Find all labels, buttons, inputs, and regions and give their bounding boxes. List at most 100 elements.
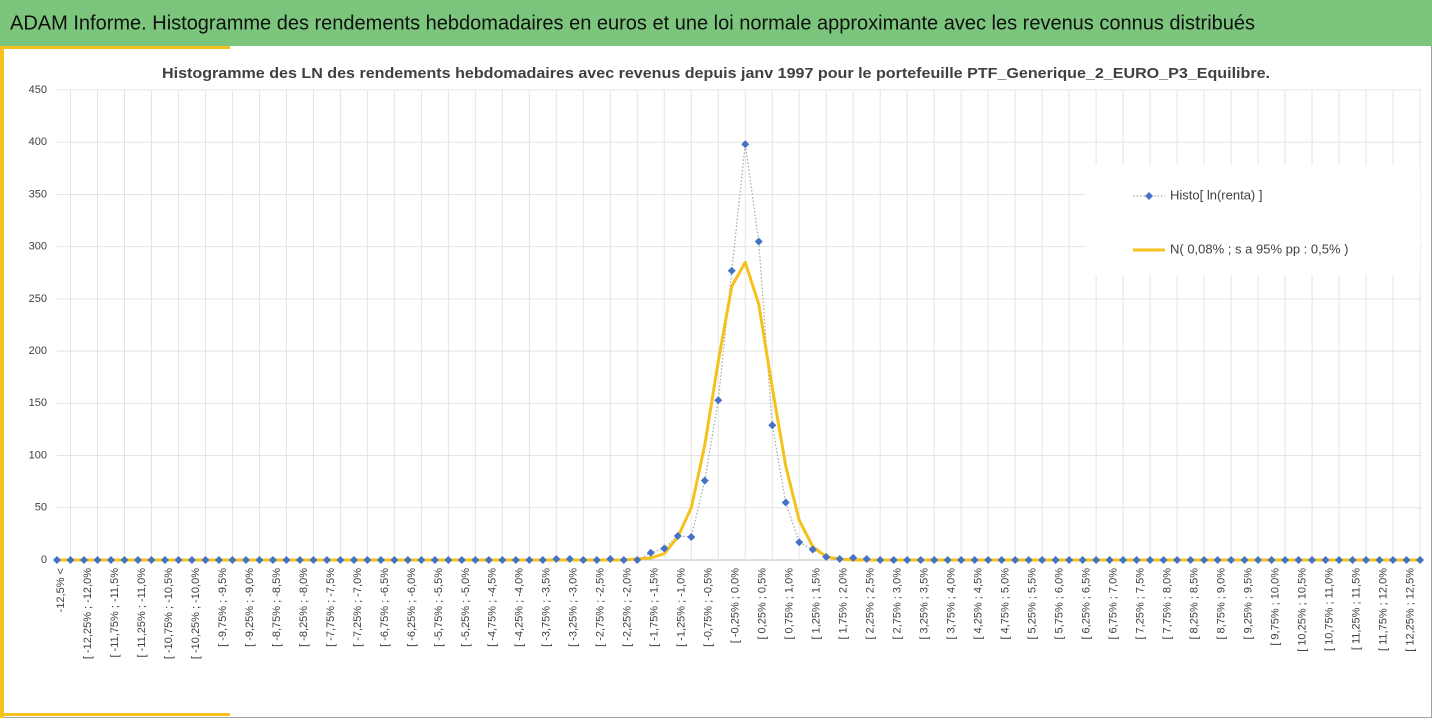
data-point (498, 556, 507, 564)
legend-label: Histo[ ln(renta) ] (1170, 187, 1262, 202)
data-point (174, 556, 183, 564)
data-point (376, 556, 385, 564)
data-point (768, 421, 777, 430)
x-tick-label: [ 6,75% ; 7,0% (1108, 568, 1120, 640)
x-tick-label: [ 0,75% ; 1,0% (784, 568, 796, 640)
data-point (1038, 556, 1047, 564)
data-point (1092, 556, 1101, 564)
x-tick-label: [ 12,25% ; 12,5% (1404, 568, 1416, 652)
x-tick-label: -12,5% < (55, 568, 67, 612)
x-tick-label: [ -6,75% ; -6,5% (379, 568, 391, 647)
x-tick-label: [ 1,25% ; 1,5% (811, 568, 823, 640)
data-point (403, 556, 412, 564)
x-tick-label: [ 8,75% ; 9,0% (1215, 568, 1227, 640)
data-point (120, 556, 129, 564)
y-tick-label: 150 (29, 397, 47, 409)
data-point (187, 556, 196, 564)
data-point (1011, 556, 1020, 564)
data-point (201, 556, 210, 564)
data-point (903, 556, 912, 564)
x-tick-label: [ -8,25% ; -8,0% (298, 568, 310, 647)
y-tick-label: 400 (29, 136, 47, 148)
legend-box (1085, 165, 1420, 275)
data-point (1227, 556, 1236, 564)
data-point (349, 556, 358, 564)
data-point (282, 556, 291, 564)
x-tick-label: [ -11,25% ; -11,0% (136, 568, 148, 658)
data-point (606, 554, 615, 563)
data-point (255, 556, 264, 564)
accent-bottom (0, 713, 230, 716)
x-tick-label: [ -10,25% ; -10,0% (190, 568, 202, 659)
data-point (444, 556, 453, 564)
data-point (1375, 556, 1384, 564)
data-point (1281, 556, 1290, 564)
data-point (511, 556, 520, 564)
x-tick-label: [ -4,25% ; -4,0% (514, 568, 526, 647)
x-tick-label: [ 2,75% ; 3,0% (892, 568, 904, 640)
data-point (525, 556, 534, 564)
data-point (295, 556, 304, 564)
y-tick-label: 100 (29, 449, 47, 461)
x-tick-label: [ -5,75% ; -5,5% (433, 568, 445, 647)
accent-top (0, 46, 230, 49)
x-tick-label: [ 9,25% ; 9,5% (1242, 568, 1254, 640)
data-point (268, 556, 277, 564)
data-point (53, 556, 61, 564)
data-point (795, 538, 804, 547)
x-tick-label: [ 4,25% ; 4,5% (973, 568, 985, 640)
data-point (687, 533, 696, 542)
x-tick-label: [ -11,75% ; -11,5% (109, 568, 121, 658)
data-point (849, 553, 858, 562)
data-point (309, 556, 318, 564)
data-point (1200, 556, 1209, 564)
data-point (538, 556, 547, 564)
data-point (822, 552, 831, 561)
data-point (970, 556, 979, 564)
data-point (1146, 556, 1155, 564)
data-point (781, 498, 790, 507)
data-point (1105, 556, 1114, 564)
data-point (417, 556, 426, 564)
x-tick-label: [ 11,25% ; 11,5% (1350, 568, 1362, 650)
data-point (79, 556, 88, 564)
x-tick-label: [ -1,75% ; -1,5% (649, 568, 661, 647)
data-point (430, 556, 439, 564)
data-point (1294, 556, 1303, 564)
data-point (592, 556, 601, 564)
data-point (754, 237, 763, 246)
data-point (1024, 556, 1033, 564)
x-tick-label: [ 9,75% ; 10,0% (1269, 568, 1281, 646)
data-point (700, 476, 709, 485)
data-point (984, 556, 993, 564)
x-tick-label: [ 8,25% ; 8,5% (1188, 568, 1200, 640)
data-point (1119, 556, 1128, 564)
x-tick-label: [ -7,75% ; -7,5% (325, 568, 337, 647)
header-bar (0, 0, 1432, 46)
data-point (1402, 556, 1411, 564)
y-tick-label: 250 (29, 293, 47, 305)
data-point (741, 140, 750, 149)
data-point (1173, 556, 1182, 564)
data-point (1132, 556, 1141, 564)
data-point (930, 556, 939, 564)
data-point (228, 556, 237, 564)
x-tick-label: [ 10,75% ; 11,0% (1323, 568, 1335, 651)
x-tick-label: [ -5,25% ; -5,0% (460, 568, 472, 647)
x-tick-label: [ 1,75% ; 2,0% (838, 568, 850, 640)
data-point (646, 548, 655, 557)
y-tick-label: 300 (29, 241, 47, 253)
data-point (943, 556, 952, 564)
data-point (660, 544, 669, 553)
x-tick-label: [ 3,25% ; 3,5% (919, 568, 931, 640)
data-point (1159, 556, 1168, 564)
x-tick-label: [ -2,25% ; -2,0% (622, 568, 634, 647)
data-point (133, 556, 142, 564)
y-tick-label: 50 (35, 502, 47, 514)
data-point (862, 554, 871, 563)
data-point (1254, 556, 1263, 564)
y-tick-label: 0 (41, 554, 47, 566)
x-tick-label: [ -2,75% ; -2,5% (595, 568, 607, 647)
data-point (1065, 556, 1074, 564)
